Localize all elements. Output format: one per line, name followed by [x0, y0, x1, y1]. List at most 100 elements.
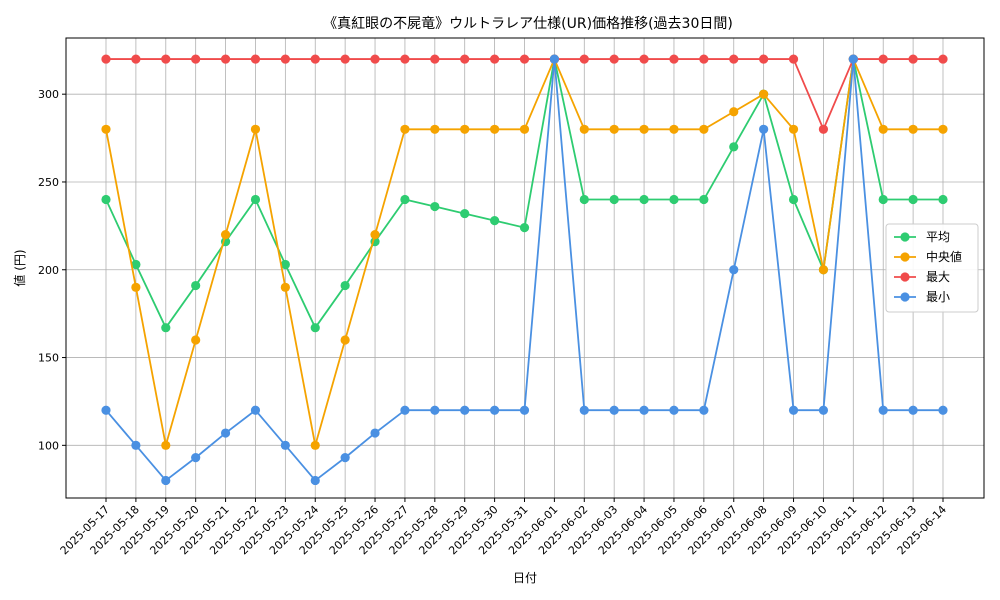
data-point	[310, 54, 320, 64]
data-point	[579, 405, 589, 415]
data-point	[639, 194, 649, 205]
data-point	[430, 405, 440, 415]
data-point	[220, 54, 231, 64]
data-point	[669, 54, 679, 64]
data-point	[161, 475, 171, 486]
data-point	[788, 54, 799, 64]
data-point	[490, 405, 500, 415]
data-point	[908, 194, 918, 205]
data-point	[609, 194, 619, 205]
series-layer	[101, 54, 948, 486]
data-point	[818, 265, 829, 275]
data-point	[908, 54, 918, 64]
y-tick-label: 150	[38, 352, 59, 365]
legend-box	[885, 223, 979, 313]
data-point	[519, 405, 530, 415]
data-point	[669, 124, 679, 134]
data-point	[669, 405, 679, 415]
y-tick-label: 250	[38, 176, 59, 189]
data-point	[430, 201, 440, 212]
data-point	[519, 54, 530, 64]
data-point	[101, 405, 111, 415]
legend-label: 中央値	[926, 249, 962, 264]
data-point	[699, 124, 709, 134]
data-point	[938, 194, 948, 205]
data-point	[131, 54, 141, 64]
data-point	[191, 453, 201, 463]
data-point	[280, 282, 290, 292]
data-point	[490, 215, 500, 226]
data-point	[729, 265, 739, 275]
data-point	[220, 230, 231, 240]
data-point	[788, 194, 799, 205]
data-point	[310, 323, 320, 333]
y-axis-title: 値 (円)	[12, 249, 27, 286]
data-point	[729, 107, 739, 117]
data-point	[250, 54, 261, 64]
data-point	[250, 405, 261, 415]
data-point	[759, 54, 769, 64]
data-point	[460, 405, 470, 415]
data-point	[101, 54, 111, 64]
data-point	[519, 124, 530, 134]
data-point	[938, 124, 948, 134]
data-point	[250, 124, 261, 134]
data-point	[818, 124, 829, 134]
data-point	[938, 54, 948, 64]
data-point	[699, 54, 709, 64]
data-point	[161, 440, 171, 450]
data-point	[340, 280, 350, 291]
series-3	[101, 54, 948, 486]
data-point	[579, 54, 589, 64]
data-point	[519, 223, 530, 233]
data-point	[220, 428, 231, 438]
y-axis: 100 150 200 250 300	[38, 88, 66, 452]
data-point	[579, 194, 589, 205]
data-point	[878, 124, 888, 134]
data-point	[908, 405, 918, 415]
data-point	[161, 54, 171, 64]
data-point	[818, 405, 829, 415]
data-point	[609, 124, 619, 134]
data-point	[788, 405, 799, 415]
data-point	[699, 405, 709, 415]
data-point	[340, 335, 350, 345]
legend-marker	[900, 292, 910, 302]
data-point	[131, 282, 141, 292]
data-point	[549, 54, 559, 64]
chart-title: 《真紅眼の不屍竜》ウルトラレア仕様(UR)価格推移(過去30日間)	[323, 15, 733, 32]
data-point	[729, 54, 739, 64]
y-tick-label: 100	[38, 439, 59, 452]
data-point	[460, 124, 470, 134]
data-point	[370, 54, 380, 64]
data-point	[310, 440, 320, 450]
data-point	[101, 124, 111, 134]
data-point	[430, 54, 440, 64]
data-point	[400, 194, 410, 205]
data-point	[400, 54, 410, 64]
data-point	[908, 124, 918, 134]
data-point	[460, 54, 470, 64]
data-point	[490, 54, 500, 64]
data-point	[250, 194, 261, 205]
data-point	[639, 124, 649, 134]
legend-label: 最小	[926, 290, 950, 304]
data-point	[400, 124, 410, 134]
data-point	[430, 124, 440, 134]
data-point	[490, 124, 500, 134]
data-point	[878, 54, 888, 64]
data-point	[191, 280, 201, 291]
data-point	[340, 54, 350, 64]
data-point	[938, 405, 948, 415]
data-point	[370, 428, 380, 438]
data-point	[310, 475, 320, 486]
series-1	[101, 54, 948, 450]
data-point	[878, 194, 888, 205]
data-point	[191, 335, 201, 345]
data-point	[609, 54, 619, 64]
data-point	[280, 54, 290, 64]
data-point	[878, 405, 888, 415]
legend-marker	[900, 252, 910, 262]
data-point	[131, 440, 141, 450]
